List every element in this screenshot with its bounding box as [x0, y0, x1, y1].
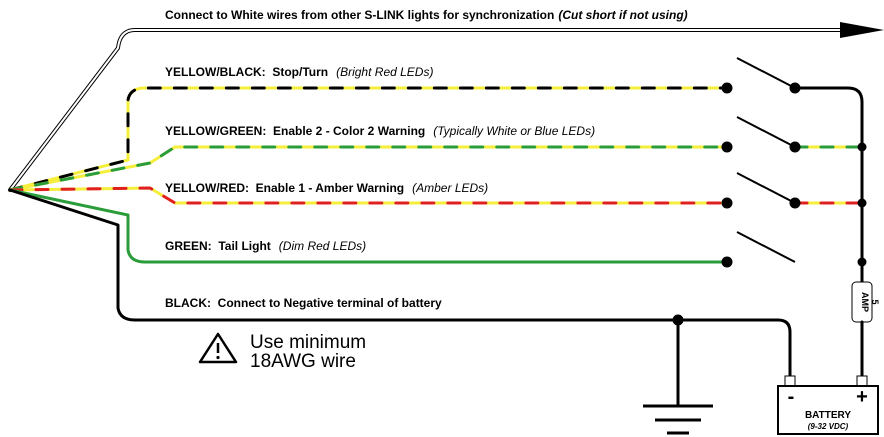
sync-wire-core — [9, 29, 846, 191]
wire-stripe — [8, 145, 729, 192]
wire-note: 18AWG wire — [250, 351, 356, 372]
sync-label: Connect to White wires from other S-LINK… — [165, 8, 688, 22]
wire-stripe — [8, 186, 729, 205]
wire-label: YELLOW/RED: Enable 1 - Amber Warning (Amb… — [165, 181, 488, 195]
ground-symbol — [643, 320, 713, 435]
wire-green — [8, 188, 729, 264]
wire-black — [8, 188, 792, 380]
wire-label: YELLOW/BLACK: Stop/Turn (Bright Red LEDs) — [165, 65, 433, 79]
battery-label: BATTERY — [805, 410, 851, 421]
wire-stripe — [8, 86, 729, 192]
wire-yellow-black — [8, 86, 729, 192]
warning-icon-dot — [216, 355, 220, 360]
wire-label: GREEN: Tail Light (Dim Red LEDs) — [165, 239, 366, 253]
terminal-negative — [784, 375, 796, 387]
battery-positive: + — [856, 386, 868, 408]
wire-label: YELLOW/GREEN: Enable 2 - Color 2 Warning… — [165, 124, 595, 138]
battery-negative: - — [788, 386, 795, 408]
battery — [777, 385, 879, 435]
arrow-head — [840, 22, 884, 38]
ground-label: BLACK: Connect to Negative terminal of b… — [165, 296, 442, 310]
fuse-label: 5AMP — [860, 292, 880, 312]
switches — [672, 57, 867, 326]
battery-voltage: (9-32 VDC) — [808, 422, 849, 431]
terminal-positive — [856, 375, 868, 387]
wire-note: Use minimum — [250, 332, 366, 353]
